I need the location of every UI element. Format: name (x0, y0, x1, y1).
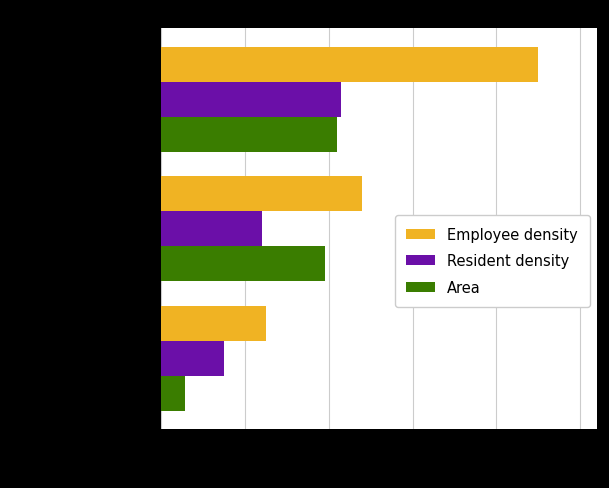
Bar (161, 177, 362, 212)
Legend: Employee density, Resident density, Area: Employee density, Resident density, Area (395, 216, 590, 307)
Bar (161, 118, 337, 152)
Bar (161, 341, 224, 376)
Bar (161, 212, 262, 247)
Bar (161, 82, 342, 118)
Bar (161, 306, 266, 341)
Bar (161, 247, 325, 282)
Bar (161, 47, 538, 82)
Bar (161, 376, 185, 411)
